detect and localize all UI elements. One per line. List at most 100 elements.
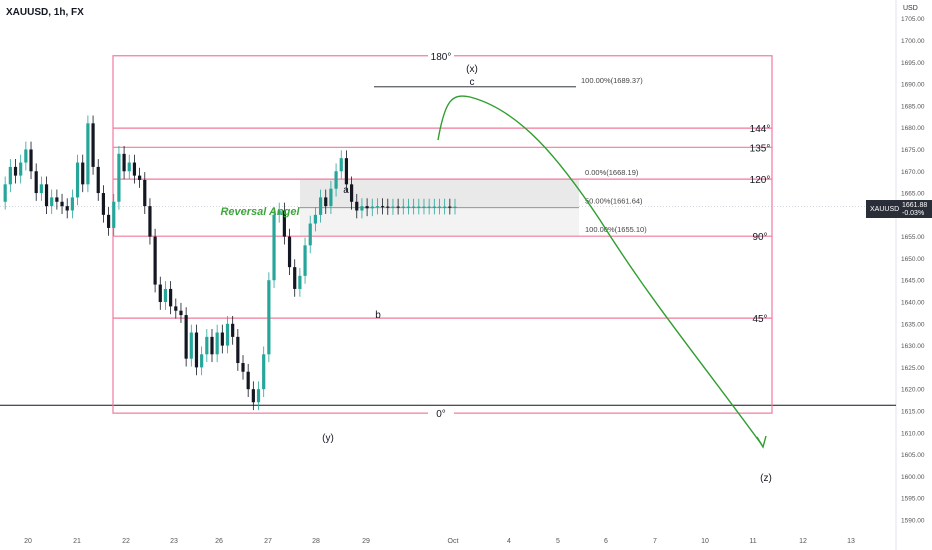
candle-body <box>34 171 38 194</box>
candle-body <box>70 197 74 211</box>
angle-label-bg <box>428 49 454 62</box>
angle-label: 180° <box>431 52 452 63</box>
candle-body <box>101 193 106 215</box>
y-tick-label: 1590.00 <box>901 517 925 524</box>
candle-body <box>143 179 147 207</box>
candle-body <box>65 206 69 211</box>
candle-body <box>3 184 7 202</box>
candle-body <box>334 171 338 189</box>
candle-body <box>344 158 349 185</box>
y-tick-label: 1685.00 <box>901 103 925 110</box>
candle-body <box>127 162 131 172</box>
y-tick-label: 1615.00 <box>901 408 925 415</box>
candle-body <box>158 284 162 303</box>
fib-label: 50.00%(1661.64) <box>585 197 643 206</box>
projection-curve <box>437 95 763 446</box>
candle-body <box>96 166 100 194</box>
candle-body <box>194 332 199 368</box>
candle-body <box>148 206 152 237</box>
x-tick-label: 28 <box>312 538 320 545</box>
y-tick-label: 1605.00 <box>901 452 925 459</box>
candle-body <box>241 363 245 372</box>
y-tick-label: 1625.00 <box>901 365 925 372</box>
candle-body <box>313 214 317 224</box>
angle-label: 45° <box>752 314 767 325</box>
price-tag: XAUUSD 1661.88 -0.03% <box>866 200 932 218</box>
candle-body <box>324 197 328 207</box>
wave-label: (z) <box>760 473 772 484</box>
candle-body <box>81 162 85 185</box>
projection-arrow <box>756 435 767 449</box>
candle-body <box>308 223 312 246</box>
candle-body <box>365 206 369 209</box>
y-tick-label: 1610.00 <box>901 430 925 437</box>
candle-body <box>339 158 343 172</box>
candle-body <box>318 197 323 215</box>
x-tick-label: 5 <box>556 538 560 545</box>
candle-body <box>391 206 395 208</box>
y-tick-label: 1675.00 <box>901 147 925 154</box>
y-tick-label: 1600.00 <box>901 474 925 481</box>
candle-body <box>215 332 219 355</box>
x-tick-label: 22 <box>122 538 130 545</box>
candle-body <box>375 206 380 208</box>
y-tick-label: 1680.00 <box>901 125 925 132</box>
candle-body <box>220 332 224 346</box>
candle-body <box>44 184 49 207</box>
y-tick-label: 1690.00 <box>901 82 925 89</box>
y-tick-label: 1595.00 <box>901 496 925 503</box>
candle-body <box>293 267 297 289</box>
candle-body <box>443 206 447 208</box>
y-tick-label: 1695.00 <box>901 60 925 67</box>
candle-body <box>277 210 281 215</box>
y-tick-label: 1645.00 <box>901 278 925 285</box>
candle-body <box>153 236 157 285</box>
candle-body <box>406 206 411 208</box>
candle-body <box>19 162 23 176</box>
x-tick-label: 10 <box>701 538 709 545</box>
candle-body <box>329 188 333 207</box>
candle-body <box>298 275 302 289</box>
candle-body <box>386 206 390 208</box>
candle-body <box>132 162 137 176</box>
y-tick-label: 1705.00 <box>901 16 925 23</box>
candle-body <box>189 332 193 359</box>
x-tick-label: 12 <box>799 538 807 545</box>
candle-body <box>24 149 28 163</box>
candle-body <box>417 206 421 208</box>
fib-label: 100.00%(1689.37) <box>581 76 643 85</box>
candle-body <box>75 162 80 198</box>
price-tag-change: -0.03% <box>902 210 925 217</box>
x-tick-label: Oct <box>448 538 459 545</box>
x-tick-label: 6 <box>604 538 608 545</box>
candle-body <box>427 206 431 208</box>
x-tick-label: 23 <box>170 538 178 545</box>
candle-body <box>256 389 261 403</box>
candle-body <box>169 288 173 307</box>
candle-body <box>184 315 188 359</box>
angle-label: 90° <box>752 232 767 243</box>
reversal-angel-label: Reversal Angel <box>220 206 300 218</box>
x-tick-label: 26 <box>215 538 223 545</box>
candle-body <box>422 206 426 208</box>
y-tick-label: 1650.00 <box>901 256 925 263</box>
angle-label: 0° <box>436 409 446 420</box>
y-tick-label: 1700.00 <box>901 38 925 45</box>
price-tag-price: 1661.88 <box>902 202 928 209</box>
y-tick-label: 1630.00 <box>901 343 925 350</box>
x-tick-label: 11 <box>749 538 756 545</box>
x-tick-label: 7 <box>653 538 657 545</box>
x-tick-label: 21 <box>73 538 81 545</box>
candle-body <box>60 201 64 207</box>
candle-body <box>179 310 183 316</box>
candle-body <box>200 354 204 368</box>
price-tag-symbol: XAUUSD <box>870 206 900 213</box>
candle-body <box>225 323 230 346</box>
candle-body <box>91 123 95 167</box>
candle-body <box>448 206 452 208</box>
candle-body <box>106 214 111 228</box>
angle-label: 120° <box>750 175 771 186</box>
y-tick-label: 1635.00 <box>901 321 925 328</box>
x-tick-label: 13 <box>847 538 855 545</box>
